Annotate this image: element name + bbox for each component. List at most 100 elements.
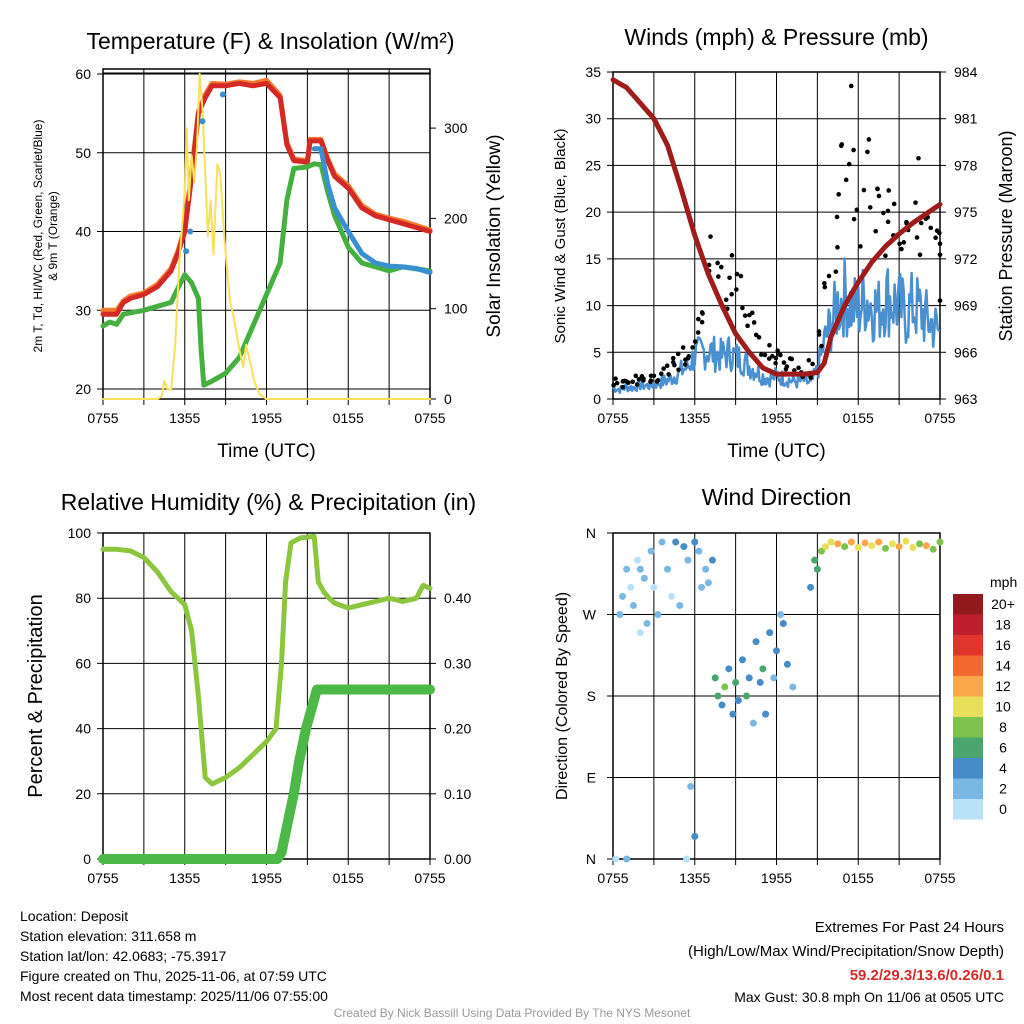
gust-point [846,161,852,167]
chart-temp: Temperature (F) & Insolation (W/m²) 0755 1… [31,28,505,462]
y-tick-label: 0 [83,851,91,867]
y-tick-label: 0 [593,391,601,407]
gust-point [901,240,907,245]
legend-label: 4 [999,760,1007,776]
direction-point [687,783,695,791]
direction-point [882,544,889,552]
x-tick-label: 0155 [333,870,364,886]
direction-point [811,556,819,564]
latlon-text: Station lat/lon: 42.0683; -75.3917 [20,948,227,964]
direction-point [868,542,876,550]
gust-point [937,230,942,236]
y2-tick-label: 300 [444,120,468,136]
gust-point [875,186,880,192]
direction-point [779,620,787,628]
gust-point [742,313,748,318]
x-tick-label: 0755 [597,870,628,886]
direction-point [807,583,815,591]
gust-point [690,345,695,350]
gust-point [819,343,824,349]
gust-point [808,375,813,380]
gust-point [734,287,739,292]
direction-point [854,543,862,551]
gust-point [740,305,745,311]
chart-wind: Winds (mph) & Pressure (mb) 0755 1355 1955 0… [552,24,1016,462]
gust-point [751,320,757,325]
gust-point [822,284,828,290]
direction-point [817,547,825,555]
x-tick-label: 0755 [924,870,955,886]
direction-point [752,638,760,646]
y-tick-label: W [583,607,597,623]
direction-point [654,611,662,618]
y-tick-label: 40 [75,721,91,737]
gust-point [867,205,873,210]
gust-point [933,235,938,240]
legend-swatch [953,758,983,779]
legend-swatch [953,635,983,656]
gust-point [891,201,897,207]
legend-swatch [953,614,983,635]
x-tick-label: 1355 [169,870,200,886]
direction-point [745,674,753,682]
y2-tick-label: 0 [444,391,452,407]
extremes-panel: Extremes For Past 24 Hours (High/Low/Max… [688,916,1004,1006]
gust-point [620,379,626,384]
legend-swatch [953,696,983,717]
series-2m-t [100,80,433,317]
direction-point [629,601,637,609]
gust-point [792,368,797,373]
direction-point [922,542,930,550]
direction-point [676,601,684,609]
direction-point [766,629,774,637]
gust-point [718,264,724,270]
direction-point [936,538,944,546]
chart-title: Relative Humidity (%) & Precipitation (i… [61,489,476,515]
gust-point [682,362,688,367]
direction-point [749,719,757,727]
gust-point [776,351,782,357]
direction-point [902,537,910,545]
gust-point [620,384,626,390]
y-tick-label: 60 [75,66,91,82]
gust-point [866,137,872,142]
gust-point [843,177,849,183]
gust-point [634,382,640,387]
gust-point [835,245,840,250]
direction-point [627,583,635,591]
y2-tick-label: 963 [954,391,978,407]
hiwc-point [199,118,206,125]
gust-point [715,260,720,266]
gust-point [937,252,943,258]
gust-point [881,210,886,216]
x-tick-label: 0755 [87,870,118,886]
gust-point [816,332,822,337]
gust-point [937,298,943,303]
gust-point [766,356,772,361]
gust-point [716,274,721,279]
gust-point [851,216,857,222]
gust-point [686,354,692,359]
gust-point [836,192,841,197]
gust-point [630,379,635,385]
series-pressure [610,77,943,377]
direction-point [643,620,651,628]
legend-swatch [953,655,983,676]
gust-point [917,252,923,258]
legend-swatch [953,717,983,738]
direction-point [668,592,676,600]
gust-point [796,365,801,371]
y2-tick-label: 0.10 [444,786,471,802]
gust-point [773,360,778,366]
x-axis-label: Time (UTC) [217,441,316,462]
y-tick-label: 100 [68,525,92,541]
y-tick-label: 20 [75,381,91,397]
gust-point [655,378,661,383]
direction-point [672,538,680,546]
y-axis-label: Direction (Colored By Speed) [554,592,571,800]
direction-point [619,592,627,600]
gust-point [789,356,795,362]
direction-point [861,539,869,547]
gust-point [913,200,918,205]
direction-point [698,583,706,591]
